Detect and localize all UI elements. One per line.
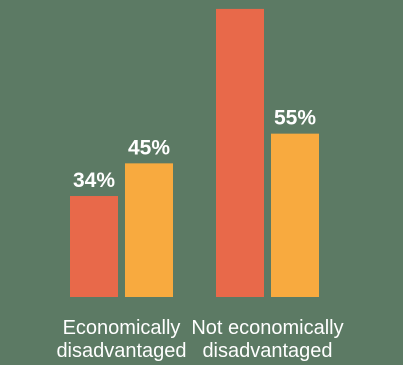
category-label-0-line-1: disadvantaged xyxy=(56,340,186,362)
bar-0-0 xyxy=(70,196,118,297)
bar-1-1 xyxy=(271,133,319,297)
bar-0-1 xyxy=(125,163,173,297)
bars-group xyxy=(70,8,319,297)
category-label-1-line-1: disadvantaged xyxy=(202,340,332,362)
data-label-0-1: 45% xyxy=(128,136,170,159)
category-label-1-line-0: Not economically xyxy=(191,317,343,339)
data-label-1-1: 55% xyxy=(274,107,316,130)
data-labels-group: 34% 45% 55% xyxy=(73,107,316,192)
category-label-0-line-0: Economically xyxy=(63,317,181,339)
data-label-0-0: 34% xyxy=(73,169,115,192)
bar-1-0 xyxy=(216,8,264,297)
